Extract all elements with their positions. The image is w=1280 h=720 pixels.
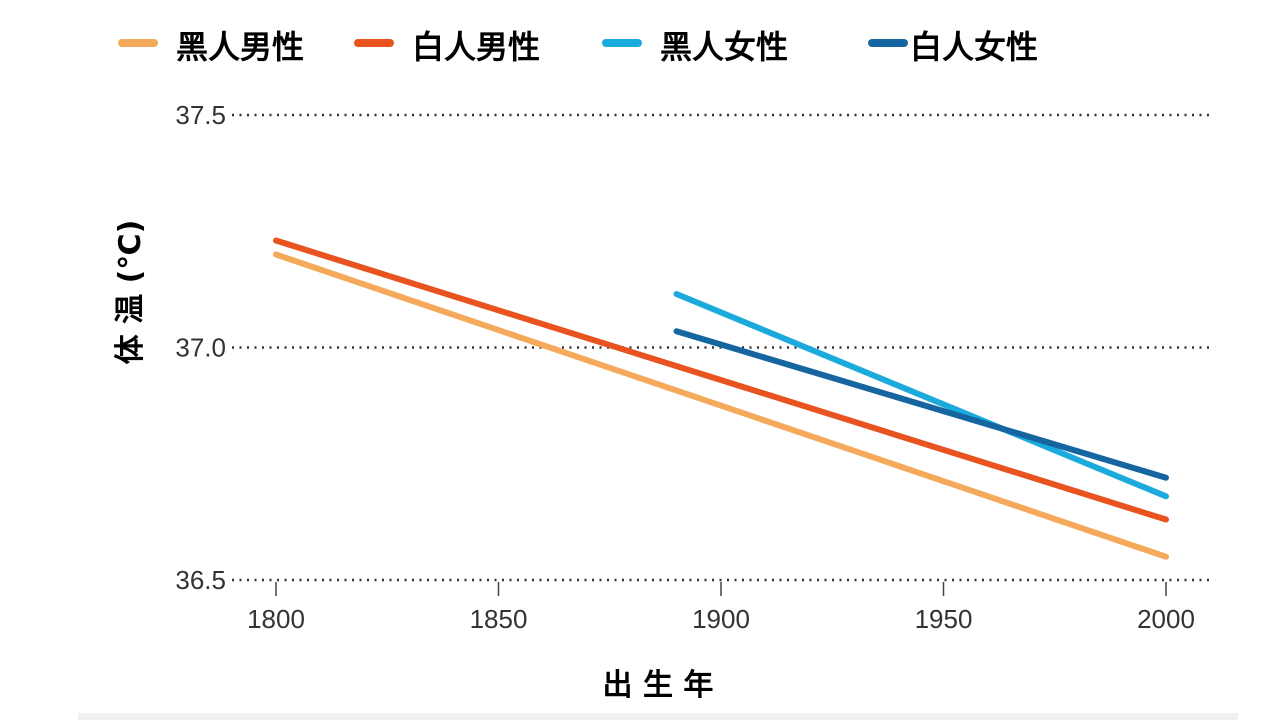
series-line-2 — [673, 291, 1169, 500]
series-line-1 — [273, 237, 1169, 523]
x-axis-label: 出 生 年 — [603, 668, 714, 703]
legend-label: 黑人男性 — [176, 28, 304, 66]
x-tick-label: 1800 — [247, 604, 305, 634]
bottom-strip — [78, 713, 1238, 720]
legend-label: 白人男性 — [412, 28, 540, 66]
series-line-3 — [673, 328, 1169, 481]
legend: 黑人男性 白人男性 黑人女性 白人女性 — [118, 28, 1038, 66]
legend-label: 白人女性 — [910, 28, 1038, 66]
x-tick-label: 1950 — [915, 604, 973, 634]
x-tick-label: 1900 — [692, 604, 750, 634]
legend-label: 黑人女性 — [660, 28, 788, 66]
x-axis-ticks: 1800 1850 1900 1950 2000 — [247, 582, 1195, 634]
y-axis-label: 体 温 (℃) — [113, 220, 148, 365]
series-lines — [273, 237, 1169, 560]
y-axis-ticks: 36.5 37.0 37.5 — [175, 100, 226, 595]
x-tick-label: 1850 — [470, 604, 528, 634]
y-tick-label: 37.0 — [175, 333, 226, 363]
y-tick-label: 36.5 — [175, 565, 226, 595]
x-tick-label: 2000 — [1137, 604, 1195, 634]
y-tick-label: 37.5 — [175, 100, 226, 130]
series-line-0 — [273, 251, 1169, 560]
